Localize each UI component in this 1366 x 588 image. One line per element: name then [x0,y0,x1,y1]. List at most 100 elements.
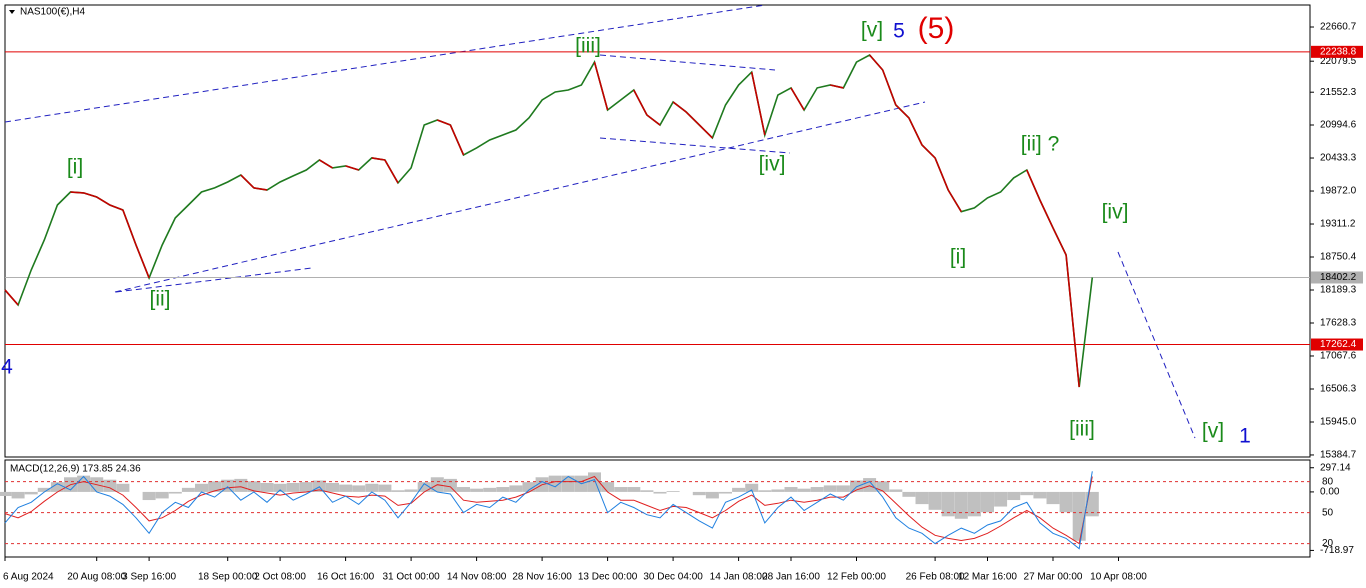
down-segment [96,196,111,206]
histogram-bar [836,485,850,492]
down-segment [921,144,936,159]
down-segment [437,119,451,126]
wave-label: [iii] [575,35,601,58]
histogram-bar [483,487,497,492]
x-tick-label: 18 Sep 00:00 [198,572,258,583]
histogram-bar [732,487,746,492]
price-tag-label: 18402.2 [1320,272,1357,283]
indicator-line [4,471,1093,550]
x-tick-label: 16 Oct 16:00 [317,572,375,583]
y-tick-label: 19872.0 [1320,186,1357,197]
down-segment [881,69,897,106]
down-segment [70,191,84,194]
x-tick-label: 20 Aug 08:00 [67,572,126,583]
down-segment [318,159,333,169]
wave-label: [v] [861,19,883,42]
histogram-bar [352,485,366,492]
histogram-bar [273,483,287,492]
histogram-bar [810,487,824,492]
triangle-bottom [599,137,791,154]
histogram-bar [941,491,955,517]
histogram-bar [522,482,536,492]
histogram-bar [155,491,169,499]
histogram-bar [981,491,994,513]
histogram-bar [142,491,156,501]
down-segment [895,104,910,119]
histogram-bar [260,482,274,492]
down-segment [934,157,949,191]
down-segment [646,114,661,126]
x-tick-label: 10 Apr 08:00 [1090,572,1147,583]
histogram-bar [745,483,759,492]
histogram-bar [1020,491,1034,496]
wave-label: [i] [950,246,966,269]
histogram-bar [1033,491,1047,499]
down-segment [109,204,124,211]
y-tick-label: 18750.4 [1320,252,1357,263]
down-segment [253,187,268,191]
down-segment [83,192,97,198]
histogram-bar [915,491,929,505]
histogram-bar [457,487,470,492]
y-tick-label: 21552.3 [1320,87,1357,98]
down-segment [384,159,399,184]
y-tick-label: -718.97 [1320,545,1354,556]
histogram-bar [1007,491,1021,501]
wave-label: 1 [1239,425,1251,448]
histogram-bar [784,487,798,492]
x-tick-label: 2 Oct 08:00 [254,572,306,583]
y-tick-label: 22660.7 [1320,22,1357,33]
x-tick-label: 28 Jan 16:00 [762,572,820,583]
histogram-bar [116,483,130,492]
wave-label: [ii] [150,288,171,311]
histogram-bar [758,490,772,492]
wave-label: [iii] [1069,418,1095,441]
histogram-bar [889,489,903,492]
histogram-bar [692,491,706,496]
y-tick-label: 297.14 [1320,462,1351,473]
wave-label: [iv] [759,153,786,176]
down-segment [868,54,884,71]
wave-label: 5 [893,20,905,43]
y-tick-label: 19311.2 [1320,219,1356,230]
x-tick-label: 27 Mar 00:00 [1024,572,1083,583]
down-segment [908,117,923,146]
wave-label: [i] [67,156,83,179]
y-tick-label: 18189.3 [1320,285,1357,296]
histogram-bar [627,487,641,492]
x-tick-label: 3 Sep 16:00 [122,572,176,583]
histogram-bar [823,485,837,492]
symbol-title: NAS100(€),H4 [20,7,85,18]
histogram-bar [509,485,523,492]
histogram-bar [77,475,91,492]
y-tick-label: 22079.5 [1320,56,1357,67]
y-tick-label: 15384.7 [1320,450,1357,461]
histogram-bar [561,475,575,492]
histogram-bar [11,491,25,499]
y-tick-label: 20433.3 [1320,153,1357,164]
histogram-bar [771,489,785,492]
histogram-bar [902,491,916,497]
x-tick-label: 26 Feb 08:00 [906,572,965,583]
histogram-bar [850,480,863,492]
indicator-line [4,475,1093,545]
down-segment [135,244,150,279]
histogram-bar [195,483,208,492]
histogram-bar [863,478,877,492]
x-tick-label: 6 Aug 2024 [3,572,54,583]
histogram-bar [928,491,942,510]
price-tag [1311,45,1363,58]
histogram-bar [37,487,51,492]
histogram-bar [876,481,890,492]
histogram-bar [378,484,392,492]
histogram-bar [404,489,418,492]
histogram-bar [601,482,615,492]
histogram-bar [470,488,484,492]
histogram-bar [1085,491,1099,517]
y-tick-label: 0.00 [1320,487,1340,498]
down-segment [593,61,609,111]
histogram-bar [1046,491,1060,505]
x-tick-label: 12 Mar 16:00 [958,572,1017,583]
